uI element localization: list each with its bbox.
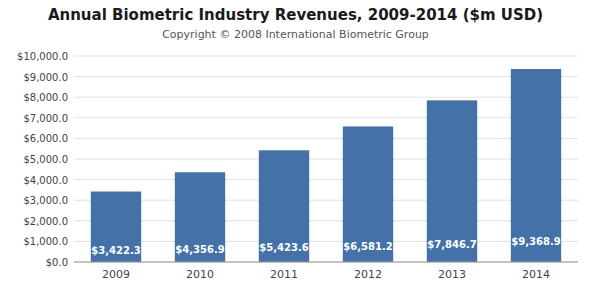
subtitle: Copyright © 2008 International Biometric… xyxy=(162,28,429,41)
grid-line xyxy=(74,241,578,242)
data-label: $7,846.7 xyxy=(427,239,476,250)
bar xyxy=(259,150,309,262)
bar xyxy=(91,192,141,262)
data-label: $4,356.9 xyxy=(175,244,224,255)
bar xyxy=(343,126,393,262)
y-tick-label: $1,000.0 xyxy=(23,236,68,247)
y-tick-label: $0.0 xyxy=(46,257,68,268)
bar xyxy=(175,172,225,262)
grid-line xyxy=(74,117,578,118)
data-label: $5,423.6 xyxy=(259,242,308,253)
title: Annual Biometric Industry Revenues, 2009… xyxy=(48,6,543,24)
data-label: $6,581.2 xyxy=(343,241,392,252)
grid-line xyxy=(74,138,578,139)
y-tick-label: $10,000.0 xyxy=(17,51,68,62)
grid-line xyxy=(74,200,578,201)
grid-line xyxy=(74,220,578,221)
data-label: $9,368.9 xyxy=(511,236,560,247)
grid-line xyxy=(74,262,578,263)
bars xyxy=(91,69,561,262)
chart: Annual Biometric Industry Revenues, 2009… xyxy=(0,0,591,292)
x-tick-label: 2014 xyxy=(522,268,550,281)
x-axis-line xyxy=(74,262,578,263)
grid xyxy=(74,56,578,262)
bar xyxy=(427,100,477,262)
y-tick-label: $5,000.0 xyxy=(23,154,68,165)
x-tick-label: 2013 xyxy=(438,268,466,281)
y-tick-label: $9,000.0 xyxy=(23,72,68,83)
x-tick-label: 2011 xyxy=(270,268,298,281)
x-tick-label: 2012 xyxy=(354,268,382,281)
grid-line xyxy=(74,179,578,180)
x-tick-label: 2010 xyxy=(186,268,214,281)
y-tick-label: $6,000.0 xyxy=(23,133,68,144)
y-tick-label: $2,000.0 xyxy=(23,216,68,227)
grid-line xyxy=(74,56,578,57)
y-tick-label: $8,000.0 xyxy=(23,92,68,103)
y-tick-label: $4,000.0 xyxy=(23,175,68,186)
bar xyxy=(511,69,561,262)
grid-line xyxy=(74,159,578,160)
x-tick-label: 2009 xyxy=(102,268,130,281)
data-label: $3,422.3 xyxy=(91,245,140,256)
y-tick-label: $3,000.0 xyxy=(23,195,68,206)
grid-line xyxy=(74,76,578,77)
background xyxy=(0,0,591,292)
grid-line xyxy=(74,97,578,98)
y-tick-label: $7,000.0 xyxy=(23,113,68,124)
